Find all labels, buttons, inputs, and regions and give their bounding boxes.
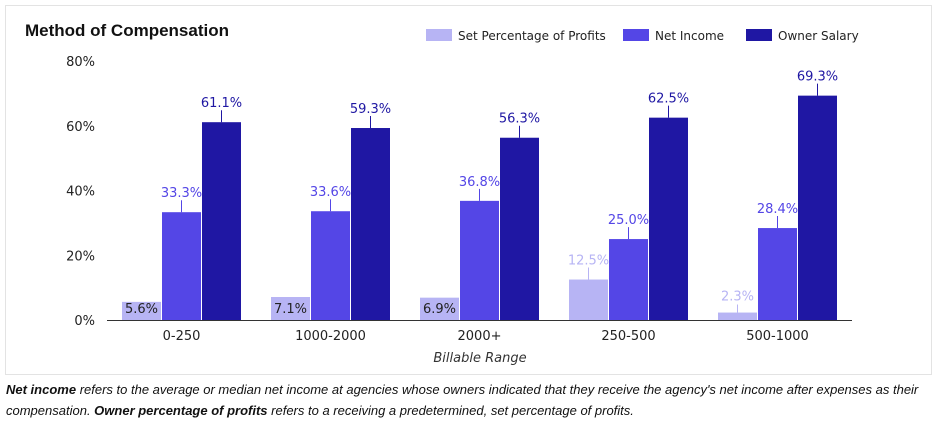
legend-swatch-set-percentage-of-profits	[426, 29, 452, 41]
chart-legend: Set Percentage of Profits Net Income Owner…	[426, 29, 859, 43]
legend-swatch-owner-salary	[746, 29, 772, 41]
x-axis: 0-250 1000-2000 2000+ 250-500 500-1000	[107, 320, 852, 344]
data-label: 6.9%	[423, 302, 456, 317]
bar-net-income-1000-2000	[311, 211, 350, 320]
legend-label-net-income: Net Income	[655, 29, 724, 43]
data-label: 56.3%	[499, 112, 540, 127]
y-tick-label: 0%	[74, 314, 95, 329]
chart-panel: Method of Compensation Set Percentage of…	[5, 5, 932, 375]
data-label: 62.5%	[648, 92, 689, 107]
x-tick-label: 2000+	[458, 329, 502, 344]
x-tick-label: 0-250	[163, 329, 201, 344]
y-axis: 0% 20% 40% 60% 80%	[66, 55, 95, 329]
bar-set-percentage-of-profits-250-500	[569, 279, 608, 320]
y-tick-label: 60%	[66, 120, 95, 135]
bar-net-income-0-250	[162, 212, 201, 320]
bar-set-percentage-of-profits-0-250	[122, 301, 161, 320]
y-tick-label: 40%	[66, 185, 95, 200]
chart-caption: Net income refers to the average or medi…	[6, 379, 930, 421]
legend-swatch-net-income	[623, 29, 649, 41]
legend-label-owner-salary: Owner Salary	[778, 29, 859, 43]
bar-net-income-500-1000	[758, 228, 797, 320]
data-label: 28.4%	[757, 202, 798, 217]
data-label: 5.6%	[125, 302, 158, 317]
data-label: 61.1%	[201, 96, 242, 111]
data-label: 2.3%	[721, 290, 754, 305]
bar-owner-salary-0-250	[202, 122, 241, 320]
y-tick-label: 20%	[66, 249, 95, 264]
bar-chart: Method of Compensation Set Percentage of…	[25, 21, 859, 366]
bar-set-percentage-of-profits-500-1000	[718, 312, 757, 320]
data-label: 36.8%	[459, 175, 500, 190]
data-label: 33.3%	[161, 186, 202, 201]
data-label: 7.1%	[274, 302, 307, 317]
bar-owner-salary-250-500	[649, 117, 688, 320]
x-axis-label: Billable Range	[433, 351, 526, 366]
data-label: 33.6%	[310, 185, 351, 200]
y-tick-label: 80%	[66, 55, 95, 70]
data-label: 25.0%	[608, 213, 649, 228]
x-tick-label: 250-500	[601, 329, 655, 344]
bars: 5.6% 33.3% 61.1% 7.1% 33.6% 59.3% 6.9% 36.8% 56.…	[122, 70, 838, 320]
data-label: 12.5%	[568, 254, 609, 269]
chart-title: Method of Compensation	[25, 21, 229, 40]
bar-owner-salary-500-1000	[798, 95, 837, 320]
caption-term-net-income: Net income	[6, 382, 77, 397]
data-label: 59.3%	[350, 102, 391, 117]
legend-label-set-percentage-of-profits: Set Percentage of Profits	[458, 29, 606, 43]
caption-text-owner-percentage: refers to a receiving a predetermined, s…	[267, 403, 634, 418]
data-label: 69.3%	[797, 70, 838, 85]
bar-set-percentage-of-profits-2000	[420, 297, 459, 320]
x-tick-label: 500-1000	[746, 329, 809, 344]
bar-owner-salary-2000	[500, 137, 539, 320]
bar-set-percentage-of-profits-1000-2000	[271, 297, 310, 320]
x-tick-label: 1000-2000	[295, 329, 366, 344]
caption-text-net-income: refers to the average or median net inco…	[6, 382, 919, 418]
bar-net-income-250-500	[609, 239, 648, 320]
caption-term-owner-percentage: Owner percentage of profits	[94, 403, 268, 418]
bar-net-income-2000	[460, 200, 499, 320]
bar-owner-salary-1000-2000	[351, 128, 390, 320]
